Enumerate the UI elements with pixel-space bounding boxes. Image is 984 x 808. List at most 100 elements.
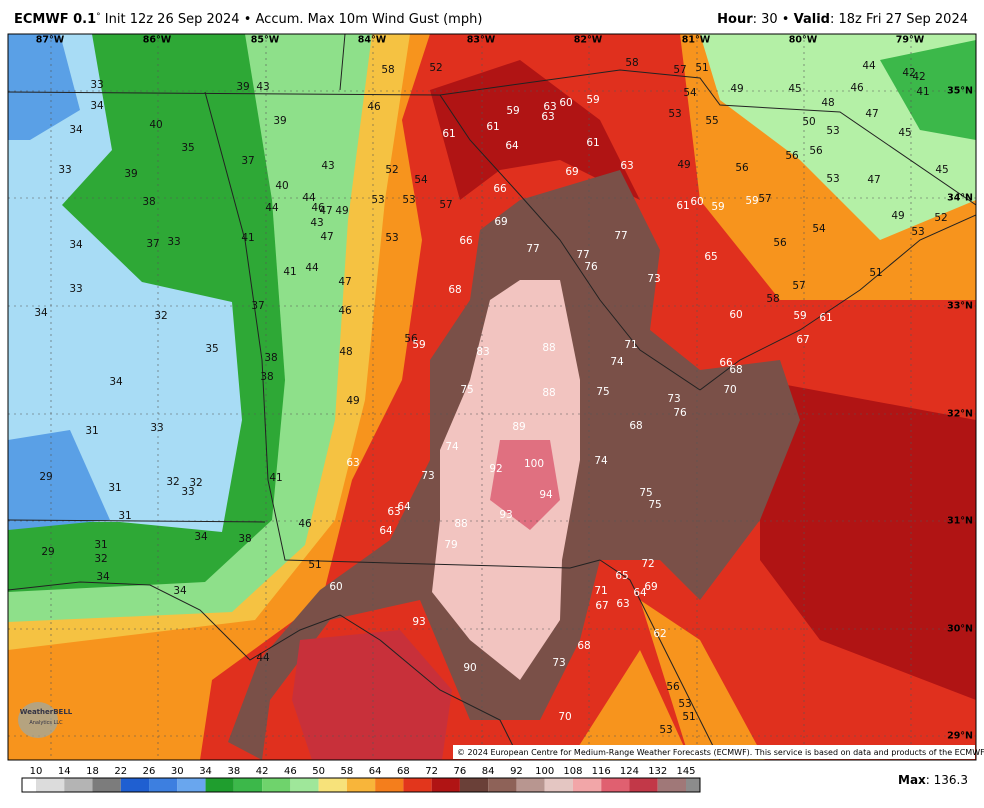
gust-label: 39 — [273, 115, 286, 127]
colorbar-label: 132 — [648, 766, 667, 777]
gust-label: 75 — [639, 487, 652, 499]
gust-label: 93 — [412, 616, 425, 628]
gust-label: 74 — [445, 441, 459, 453]
gust-label: 51 — [308, 559, 321, 571]
gust-label: 47 — [320, 231, 333, 243]
colorbar-label: 46 — [284, 766, 297, 777]
lat-label: 35°N — [947, 86, 973, 97]
gust-label: 76 — [673, 407, 687, 419]
gust-label: 45 — [788, 83, 801, 95]
gust-label: 53 — [678, 698, 691, 710]
gust-label: 45 — [935, 164, 948, 176]
gust-label: 38 — [264, 352, 277, 364]
gust-label: 37 — [251, 300, 264, 312]
gust-label: 47 — [338, 276, 351, 288]
gust-label: 63 — [541, 111, 554, 123]
lat-label: 31°N — [947, 516, 973, 527]
gust-label: 53 — [402, 194, 415, 206]
gust-label: 65 — [704, 251, 717, 263]
gust-label: 89 — [512, 421, 525, 433]
colorbar-swatch — [431, 778, 460, 792]
gust-label: 61 — [486, 121, 499, 133]
gust-label: 100 — [524, 458, 544, 470]
map — [8, 34, 976, 760]
gust-label: 61 — [819, 312, 832, 324]
gust-label: 59 — [412, 339, 425, 351]
colorbar-swatch — [459, 778, 489, 792]
gust-label: 35 — [181, 142, 194, 154]
gust-label: 67 — [595, 600, 608, 612]
gust-label: 41 — [283, 266, 296, 278]
gust-label: 38 — [238, 533, 251, 545]
gust-label: 43 — [321, 160, 334, 172]
gust-label: 52 — [934, 212, 947, 224]
gust-label: 51 — [695, 62, 708, 74]
gust-label: 46 — [367, 101, 381, 113]
lon-label: 82°W — [574, 35, 603, 46]
field — [8, 34, 242, 532]
gust-label: 46 — [298, 518, 312, 530]
gust-label: 32 — [94, 553, 107, 565]
colorbar-swatch — [629, 778, 658, 792]
colorbar-label: 58 — [341, 766, 354, 777]
gust-label: 32 — [166, 476, 179, 488]
state-border — [8, 519, 266, 523]
colorbar-frame — [21, 777, 701, 793]
gust-label: 29 — [39, 471, 52, 483]
colorbar-label: 22 — [114, 766, 127, 777]
gust-label: 64 — [505, 140, 519, 152]
colorbar-swatch — [177, 778, 206, 792]
max-value: : 136.3 — [926, 773, 968, 787]
gust-label: 77 — [576, 249, 589, 261]
gust-label: 51 — [682, 711, 695, 723]
gust-label: 56 — [773, 237, 787, 249]
degree: ° — [96, 12, 101, 22]
gust-label: 43 — [256, 81, 269, 93]
gust-label: 50 — [802, 116, 815, 128]
lon-label: 84°W — [358, 35, 387, 46]
gust-label: 49 — [891, 210, 904, 222]
gust-label: 29 — [41, 546, 54, 558]
gust-label: 31 — [85, 425, 98, 437]
colorbar-label: 108 — [563, 766, 582, 777]
gust-label: 63 — [620, 160, 633, 172]
colorbar-label: 68 — [397, 766, 410, 777]
gust-label: 76 — [584, 261, 598, 273]
gust-label: 31 — [118, 510, 131, 522]
colorbar-swatch — [657, 778, 686, 792]
header-rest: Init 12z 26 Sep 2024 • Accum. Max 10m Wi… — [101, 12, 483, 27]
colorbar-swatch — [120, 778, 150, 792]
colorbar-swatch — [375, 778, 404, 792]
gust-label: 68 — [729, 364, 742, 376]
colorbar-swatch — [572, 778, 602, 792]
gust-label: 49 — [346, 395, 359, 407]
gust-label: 72 — [641, 558, 654, 570]
gust-label: 88 — [542, 387, 555, 399]
gust-label: 34 — [69, 239, 83, 251]
lon-label: 83°W — [467, 35, 496, 46]
gust-label: 73 — [647, 273, 660, 285]
gust-label: 32 — [154, 310, 167, 322]
colorbar-swatch — [92, 778, 121, 792]
gust-label: 73 — [421, 470, 434, 482]
coast — [8, 581, 521, 760]
gust-label: 37 — [146, 238, 159, 250]
gust-label: 34 — [69, 124, 83, 136]
lon-label: 80°W — [789, 35, 818, 46]
gust-label: 53 — [826, 173, 839, 185]
lat-label: 32°N — [947, 409, 973, 420]
gust-label: 60 — [690, 196, 703, 208]
colorbar-label: 76 — [454, 766, 467, 777]
logo-name: WeatherBELL — [20, 708, 73, 716]
gust-label: 34 — [109, 376, 123, 388]
state-border — [339, 34, 346, 91]
gust-label: 68 — [577, 640, 590, 652]
gust-label: 56 — [404, 333, 418, 345]
colorbar-label: 100 — [535, 766, 554, 777]
gust-label: 59 — [711, 201, 724, 213]
gust-label: 51 — [869, 267, 882, 279]
model: ECMWF 0.1 — [14, 12, 96, 27]
gust-label: 31 — [94, 539, 107, 551]
gust-label: 47 — [867, 174, 880, 186]
